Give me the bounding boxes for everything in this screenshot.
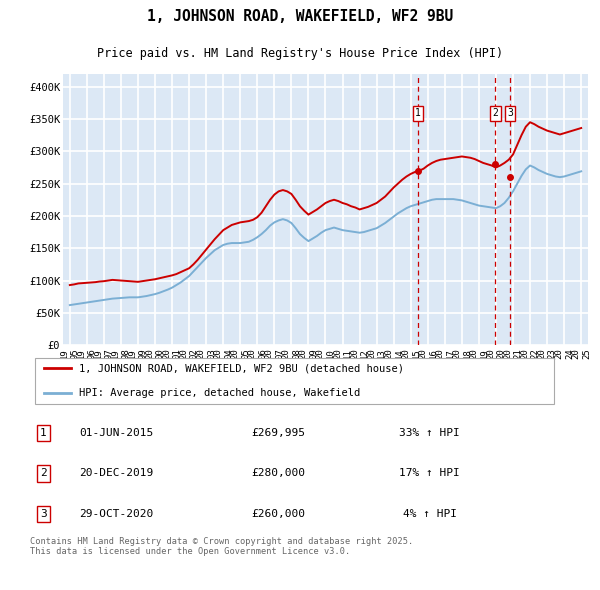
Text: £280,000: £280,000 — [251, 468, 305, 478]
FancyBboxPatch shape — [35, 358, 554, 405]
Text: £269,995: £269,995 — [251, 428, 305, 438]
Text: 33% ↑ HPI: 33% ↑ HPI — [399, 428, 460, 438]
Text: 1, JOHNSON ROAD, WAKEFIELD, WF2 9BU: 1, JOHNSON ROAD, WAKEFIELD, WF2 9BU — [147, 9, 453, 24]
Text: 2: 2 — [493, 108, 499, 118]
Text: 20-DEC-2019: 20-DEC-2019 — [79, 468, 154, 478]
Text: Contains HM Land Registry data © Crown copyright and database right 2025.
This d: Contains HM Land Registry data © Crown c… — [30, 537, 413, 556]
Text: HPI: Average price, detached house, Wakefield: HPI: Average price, detached house, Wake… — [79, 388, 360, 398]
Text: Price paid vs. HM Land Registry's House Price Index (HPI): Price paid vs. HM Land Registry's House … — [97, 47, 503, 60]
Text: 17% ↑ HPI: 17% ↑ HPI — [399, 468, 460, 478]
Text: 3: 3 — [507, 108, 513, 118]
Text: 3: 3 — [40, 509, 47, 519]
Text: 29-OCT-2020: 29-OCT-2020 — [79, 509, 154, 519]
Text: 01-JUN-2015: 01-JUN-2015 — [79, 428, 154, 438]
Text: £260,000: £260,000 — [251, 509, 305, 519]
Text: 1: 1 — [415, 108, 421, 118]
Text: 1: 1 — [40, 428, 47, 438]
Text: 2: 2 — [40, 468, 47, 478]
Text: 1, JOHNSON ROAD, WAKEFIELD, WF2 9BU (detached house): 1, JOHNSON ROAD, WAKEFIELD, WF2 9BU (det… — [79, 363, 404, 373]
Text: 4% ↑ HPI: 4% ↑ HPI — [403, 509, 457, 519]
